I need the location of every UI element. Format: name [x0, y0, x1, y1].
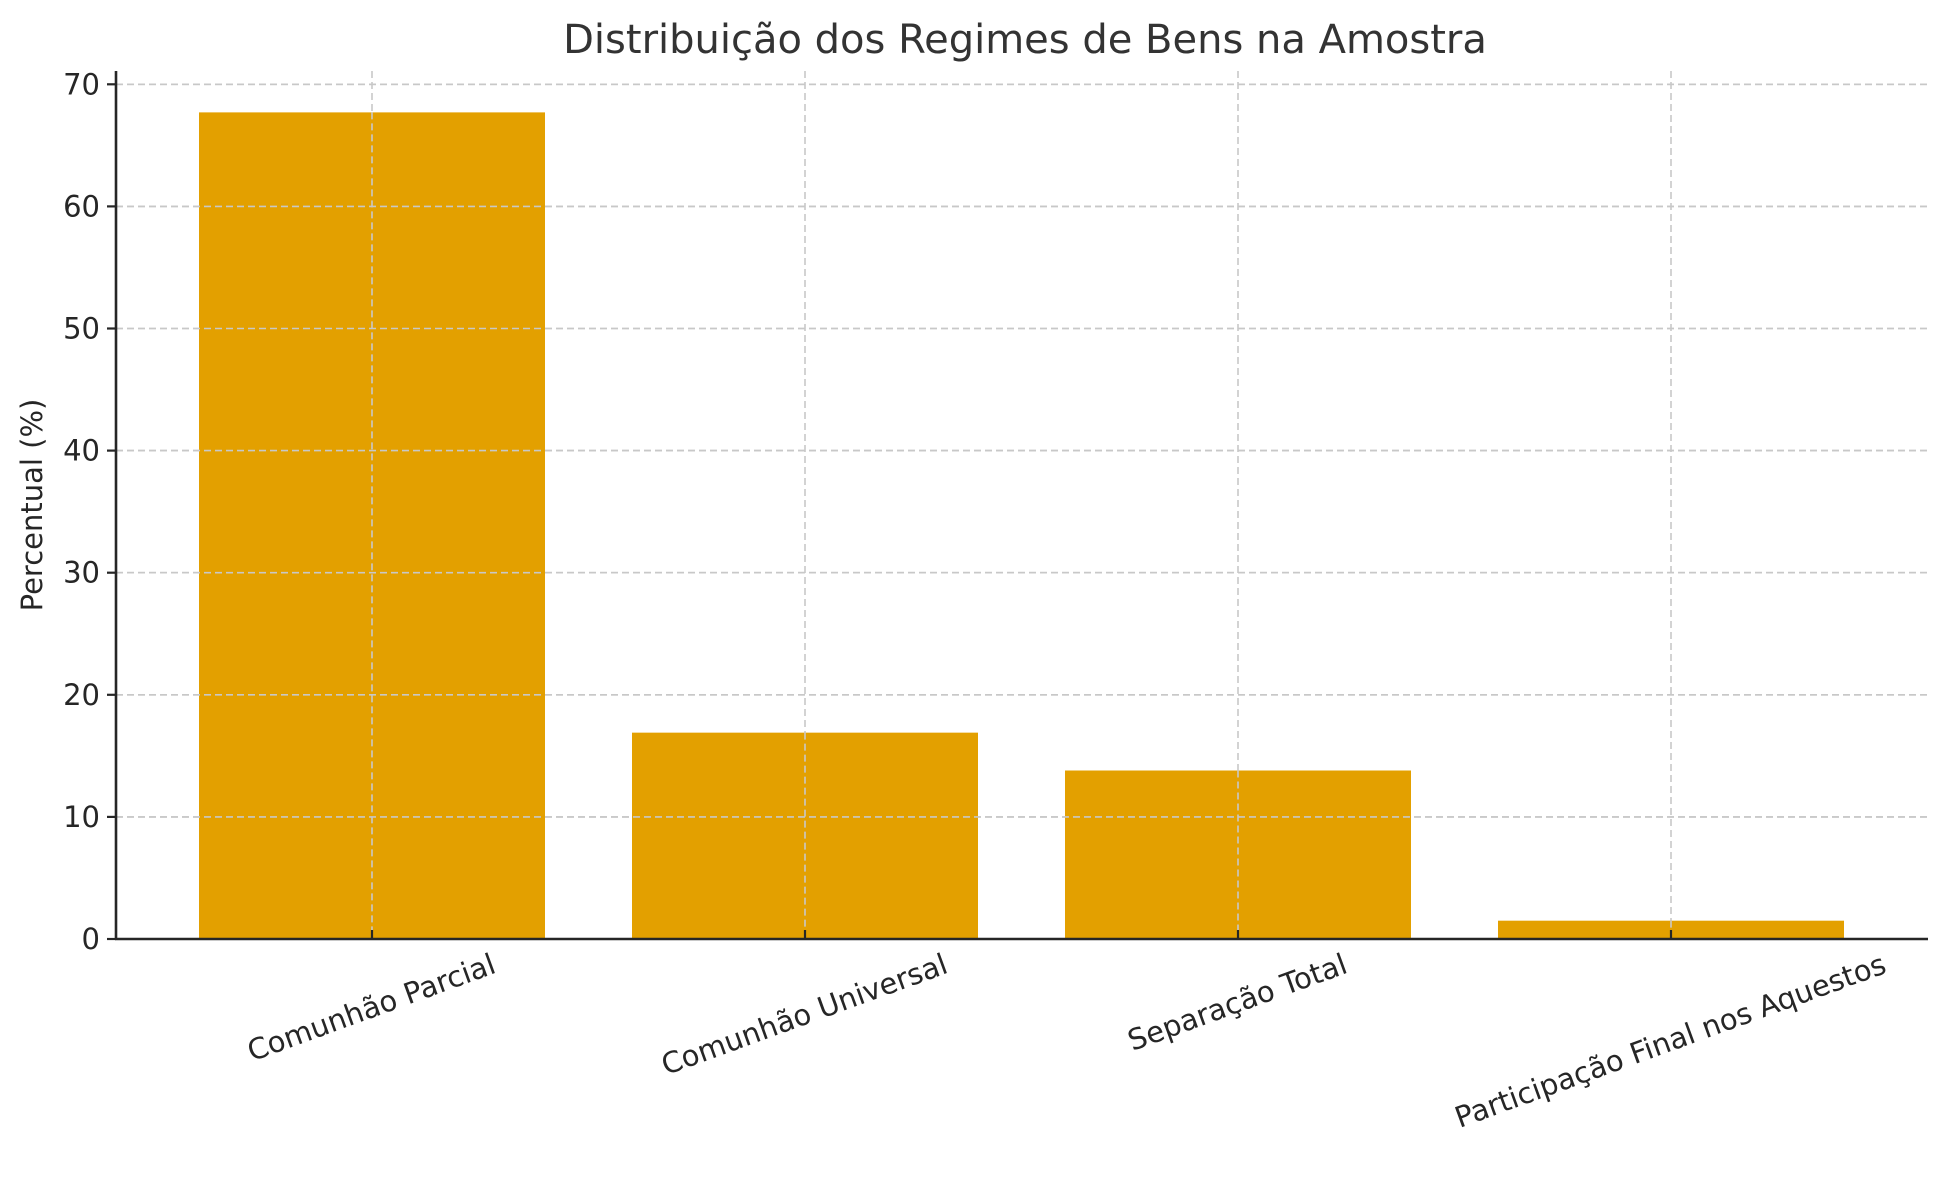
y-axis-label: Percentual (%) [15, 399, 49, 612]
y-tick-label: 0 [82, 922, 100, 956]
y-tick-label: 70 [63, 67, 100, 101]
y-tick-label: 40 [63, 434, 100, 468]
axes [114, 71, 1928, 941]
y-tick-label: 50 [63, 312, 100, 346]
x-axis-ticks: Comunhão Parcial Comunhão Universal Separa… [243, 930, 1890, 1135]
bar [1498, 920, 1844, 939]
chart-title: Distribuição dos Regimes de Bens na Amos… [563, 17, 1487, 63]
x-tick-label: Comunhão Parcial [243, 947, 500, 1068]
y-tick-label: 60 [63, 189, 100, 223]
y-tick-label: 30 [63, 556, 100, 590]
x-tick-label: Separação Total [1123, 947, 1351, 1058]
bars [116, 83, 1928, 940]
y-tick-label: 10 [63, 800, 100, 834]
x-tick-label: Comunhão Universal [657, 947, 952, 1082]
y-tick-label: 20 [63, 678, 100, 712]
y-axis-ticks: 0 10 20 30 40 50 60 70 [63, 67, 116, 956]
x-tick-label: Participação Final nos Aquestos [1450, 947, 1890, 1135]
